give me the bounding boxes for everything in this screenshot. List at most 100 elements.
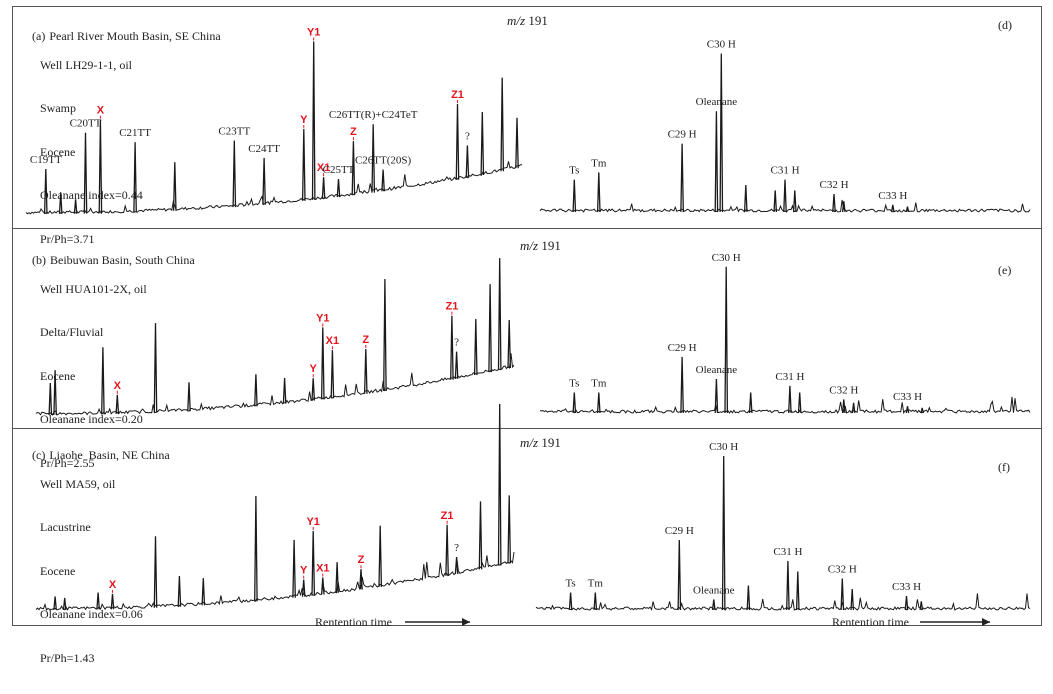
peak-3-8 xyxy=(792,190,797,213)
peak-0-14 xyxy=(371,124,376,193)
figure-frame xyxy=(12,6,1042,626)
peak-2-19 xyxy=(507,495,512,564)
peak-4-1 xyxy=(596,392,601,414)
peak-label-1-11: Z xyxy=(362,334,369,346)
peak-label-2-9: Y xyxy=(300,565,308,577)
peak-2-5 xyxy=(177,575,182,607)
x-axis-label-left: Rentention time xyxy=(315,615,392,629)
peak-5-6 xyxy=(786,560,790,611)
peak-5-8 xyxy=(840,578,845,611)
peak-label-3-2: C29 H xyxy=(668,129,697,141)
peak-3-3 xyxy=(714,111,719,213)
time-arrow-head-1 xyxy=(982,618,990,626)
peak-label-0-16: Z1 xyxy=(451,89,464,101)
peak-0-18 xyxy=(480,111,485,176)
peak-2-0 xyxy=(53,596,57,611)
peak-label-0-14: C26TT(R)+C24TeT xyxy=(329,109,418,121)
baseline-trace-3 xyxy=(539,199,1031,213)
peak-label-3-11: C33 H xyxy=(878,190,907,202)
peak-label-1-9: Y1 xyxy=(316,312,329,324)
peak-0-19 xyxy=(500,77,505,172)
peak-3-2 xyxy=(680,143,684,213)
peak-label-0-15: C26TT(20S) xyxy=(355,155,412,167)
peak-0-2 xyxy=(73,199,78,214)
info-b-line-2: Well HUA101-2X, oil xyxy=(40,281,147,296)
peak-label-2-10: Y1 xyxy=(306,516,319,528)
baseline-trace-2 xyxy=(35,552,515,611)
mz-label-c: m/z 191 xyxy=(520,435,561,450)
peak-label-5-1: Tm xyxy=(588,578,604,590)
peak-2-6 xyxy=(201,578,206,606)
info-a-line-1: Pearl River Mouth Basin, SE China xyxy=(49,28,221,43)
peak-label-2-13: Z xyxy=(358,554,365,566)
peak-4-2 xyxy=(680,356,684,414)
peak-1-18 xyxy=(507,319,512,369)
peak-0-12 xyxy=(336,179,341,198)
peak-label-5-2: C29 H xyxy=(665,525,694,537)
peak-2-10 xyxy=(311,530,316,596)
peak-label-0-11: X1 xyxy=(317,162,330,174)
peak-0-3 xyxy=(83,132,88,214)
peak-3-6 xyxy=(773,190,778,213)
peak-2-18 xyxy=(497,403,502,566)
peak-5-2 xyxy=(677,539,682,611)
panel-divider-1 xyxy=(12,228,1042,229)
peak-1-1 xyxy=(53,370,57,416)
peak-label-3-7: C31 H xyxy=(770,165,799,177)
peak-label-2-3: X xyxy=(109,579,117,591)
peak-label-1-10: X1 xyxy=(326,335,339,347)
info-c-line-1: Liaohe Basin, NE China xyxy=(49,447,170,462)
peak-3-5 xyxy=(743,184,748,213)
peak-2-13 xyxy=(359,569,363,590)
peak-3-9 xyxy=(832,193,836,213)
peak-label-3-9: C32 H xyxy=(819,179,848,191)
x-axis-label-right: Rentention time xyxy=(832,615,909,629)
peak-1-17 xyxy=(497,258,502,371)
info-block-a: (a) Pearl River Mouth Basin, SE China Wel… xyxy=(20,14,221,275)
peak-5-0 xyxy=(568,592,573,611)
peak-0-17 xyxy=(465,145,470,178)
peak-5-9 xyxy=(850,588,855,611)
peak-label-4-1: Tm xyxy=(591,378,607,390)
peak-1-3 xyxy=(115,394,120,415)
peak-label-0-4: X xyxy=(97,105,105,117)
peak-4-8 xyxy=(841,399,846,414)
peak-0-8 xyxy=(262,157,266,205)
peak-4-10 xyxy=(905,406,910,414)
peak-0-15 xyxy=(381,169,385,192)
peak-label-5-6: C31 H xyxy=(773,546,802,558)
panel-label-a: (a) xyxy=(32,28,46,43)
peak-2-1 xyxy=(62,597,67,610)
peak-0-9 xyxy=(301,128,306,201)
peak-label-5-0: Ts xyxy=(565,578,575,590)
peak-1-13 xyxy=(450,315,454,380)
peak-3-10 xyxy=(841,201,846,213)
peak-0-16 xyxy=(455,103,460,180)
peak-3-7 xyxy=(783,179,787,213)
peak-label-1-13: Z1 xyxy=(445,301,458,313)
info-b-line-4: Eocene xyxy=(40,368,76,383)
peak-4-9 xyxy=(851,402,856,414)
peak-1-0 xyxy=(48,382,53,416)
peak-label-0-12: C25TT xyxy=(323,164,355,176)
peak-label-1-8: Y xyxy=(310,363,318,375)
time-arrow-head-0 xyxy=(462,618,470,626)
info-c-line-2: Well MA59, oil xyxy=(40,476,116,491)
peak-1-2 xyxy=(101,347,105,415)
info-b-line-6: Pr/Ph=2.55 xyxy=(40,455,95,470)
peak-0-10 xyxy=(311,41,316,200)
mz-label-a: m/z 191 xyxy=(507,13,548,28)
peak-2-3 xyxy=(110,593,115,610)
chromatogram-figure: (a) Pearl River Mouth Basin, SE China Wel… xyxy=(12,6,1042,665)
peak-5-10 xyxy=(904,595,909,611)
info-a-line-2: Well LH29-1-1, oil xyxy=(40,57,133,72)
peak-label-3-1: Tm xyxy=(591,157,607,169)
peak-label-0-13: Z xyxy=(350,126,357,138)
peak-4-6 xyxy=(788,385,792,414)
peak-1-9 xyxy=(320,327,325,400)
peak-label-4-10: C33 H xyxy=(893,391,922,403)
peak-label-2-11: X1 xyxy=(316,563,329,575)
peak-3-12 xyxy=(905,206,910,213)
peak-1-6 xyxy=(254,374,258,407)
